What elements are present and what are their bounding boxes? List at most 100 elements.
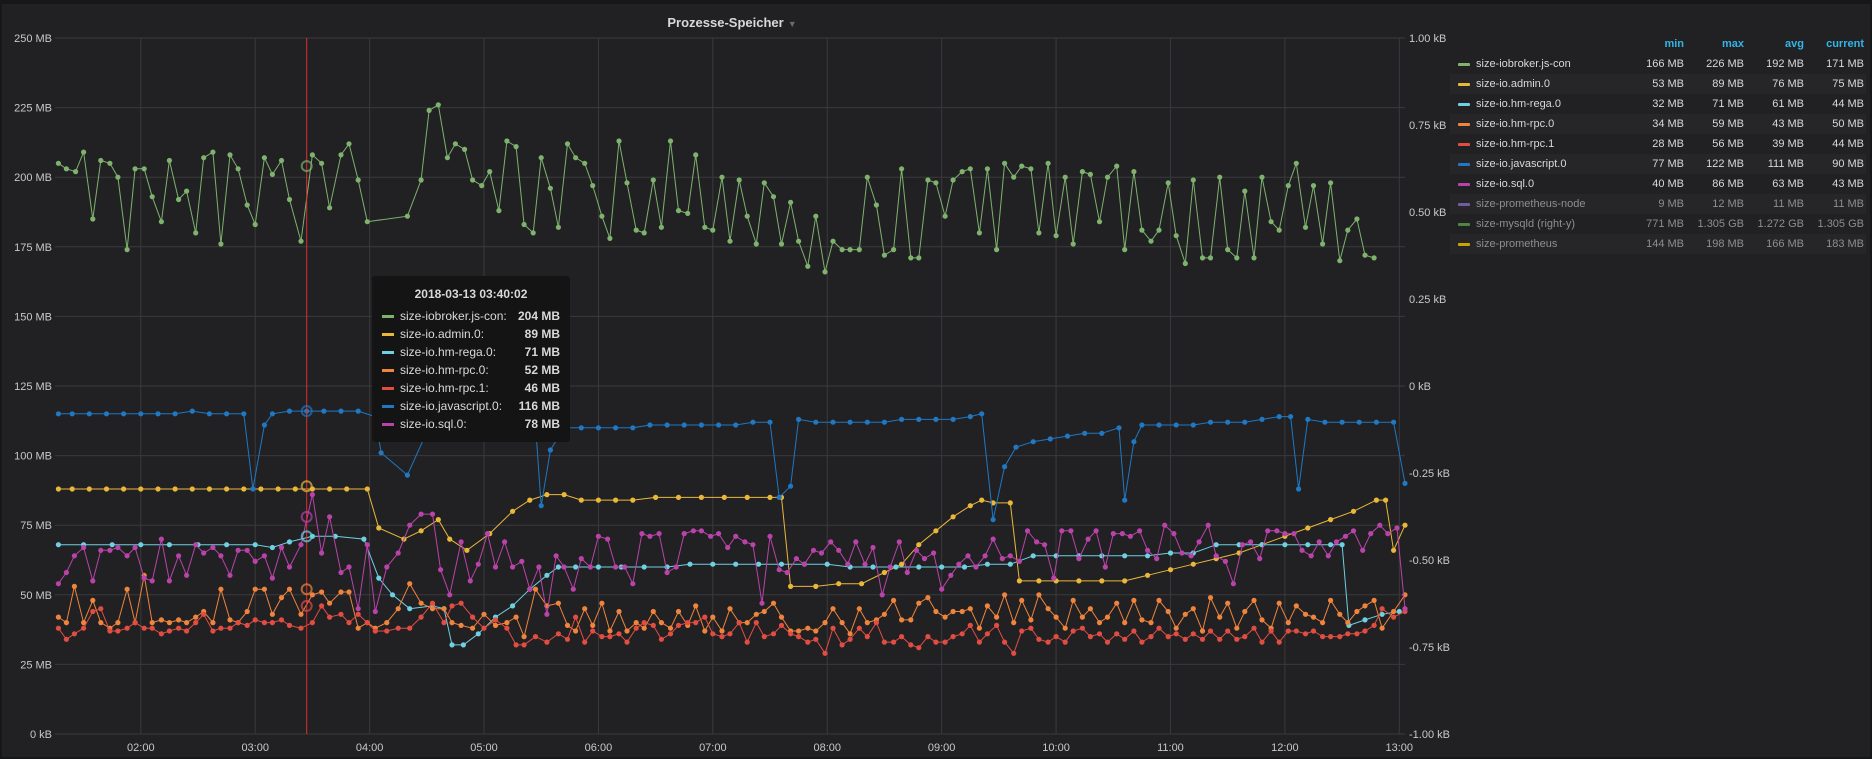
tooltip-series-name: size-io.sql.0: xyxy=(400,417,467,431)
panel-title-text[interactable]: Prozesse-Speicher xyxy=(667,15,784,30)
legend-row[interactable]: size-io.hm-rpc.0 34 MB 59 MB 43 MB 50 MB xyxy=(1450,114,1866,134)
legend-series-name[interactable]: size-iobroker.js-con xyxy=(1476,58,1571,70)
legend-series-name[interactable]: size-io.sql.0 xyxy=(1476,178,1535,190)
data-point xyxy=(1190,422,1196,428)
legend-row[interactable]: size-io.hm-rpc.1 28 MB 56 MB 39 MB 44 MB xyxy=(1450,134,1866,154)
data-point xyxy=(658,636,665,642)
data-point xyxy=(1045,160,1051,166)
legend-color-swatch[interactable] xyxy=(1458,122,1470,126)
data-point xyxy=(881,611,888,617)
legend-row[interactable]: size-mysqld (right-y) 771 MB 1.305 GB 1.272… xyxy=(1450,214,1866,234)
data-point xyxy=(1302,224,1309,230)
data-point xyxy=(509,564,516,570)
legend-series-name[interactable]: size-io.hm-rega.0 xyxy=(1476,98,1561,110)
legend-header-max[interactable]: max xyxy=(1721,38,1744,50)
data-point xyxy=(1127,533,1133,539)
data-point xyxy=(1276,639,1282,645)
y-left-tick-label: 200 MB xyxy=(14,172,52,184)
legend-color-swatch[interactable] xyxy=(1458,142,1470,146)
data-point xyxy=(1285,628,1291,634)
legend-color-swatch[interactable] xyxy=(1458,82,1470,86)
legend-row[interactable]: size-io.hm-rega.0 32 MB 71 MB 61 MB 44 MB xyxy=(1450,94,1866,114)
legend-current: 44 MB xyxy=(1832,98,1864,110)
legend-series-name[interactable]: size-io.hm-rpc.1 xyxy=(1476,138,1555,150)
data-point xyxy=(90,608,96,615)
data-point xyxy=(1207,628,1214,634)
legend-row[interactable]: size-prometheus 144 MB 198 MB 166 MB 183 MB xyxy=(1450,234,1866,254)
legend-series-name[interactable]: size-io.javascript.0 xyxy=(1476,158,1567,170)
data-point xyxy=(839,642,845,648)
data-point xyxy=(218,553,224,559)
data-point xyxy=(55,160,62,166)
data-point xyxy=(719,174,725,180)
chevron-down-icon[interactable]: ▼ xyxy=(787,19,797,29)
data-point xyxy=(925,634,931,640)
data-point xyxy=(967,166,973,172)
legend-row[interactable]: size-io.admin.0 53 MB 89 MB 76 MB 75 MB xyxy=(1450,74,1866,94)
legend-color-swatch[interactable] xyxy=(1458,62,1470,66)
legend-row[interactable]: size-prometheus-node 9 MB 12 MB 11 MB 11 MB xyxy=(1450,194,1866,214)
data-point xyxy=(321,408,327,414)
data-point xyxy=(950,634,956,640)
legend-color-swatch[interactable] xyxy=(1458,102,1470,106)
data-point xyxy=(1207,419,1214,425)
legend-row[interactable]: size-iobroker.js-con 166 MB 226 MB 192 MB 17… xyxy=(1450,54,1866,74)
tooltip-row: size-io.hm-rega.0: 71 MB xyxy=(372,343,570,361)
legend-series-name[interactable]: size-prometheus xyxy=(1476,238,1558,250)
data-point xyxy=(1070,241,1076,247)
tooltip-row: size-io.hm-rpc.1: 46 MB xyxy=(372,379,570,397)
tooltip-row: size-io.javascript.0: 116 MB xyxy=(372,397,570,415)
legend-color-swatch[interactable] xyxy=(1458,162,1470,166)
data-point xyxy=(1070,597,1076,604)
legend-color-swatch[interactable] xyxy=(1458,242,1470,246)
legend-header-current[interactable]: current xyxy=(1826,38,1864,50)
data-point xyxy=(141,625,147,631)
data-point xyxy=(742,539,748,545)
legend-header-avg[interactable]: avg xyxy=(1785,38,1804,50)
legend-series-name[interactable]: size-prometheus-node xyxy=(1476,198,1586,210)
data-point xyxy=(115,620,121,626)
data-point xyxy=(1274,528,1280,534)
legend-row[interactable]: size-io.javascript.0 77 MB 122 MB 111 MB 90 … xyxy=(1450,154,1866,174)
legend-color-swatch[interactable] xyxy=(1458,222,1470,226)
data-point xyxy=(1345,631,1351,637)
panel-title[interactable]: Prozesse-Speicher ▼ xyxy=(2,15,1462,30)
data-point xyxy=(235,620,241,626)
data-point xyxy=(887,564,893,570)
legend-row[interactable]: size-io.sql.0 40 MB 86 MB 63 MB 43 MB xyxy=(1450,174,1866,194)
tooltip-color-swatch xyxy=(382,350,394,354)
legend-series-name[interactable]: size-mysqld (right-y) xyxy=(1476,218,1576,230)
data-point xyxy=(753,611,759,617)
data-point xyxy=(690,528,697,534)
legend-color-swatch[interactable] xyxy=(1458,182,1470,186)
data-point xyxy=(429,600,436,606)
data-point xyxy=(407,606,413,612)
data-point xyxy=(633,625,639,631)
legend-header-min[interactable]: min xyxy=(1664,38,1684,50)
data-point xyxy=(555,224,562,230)
data-point xyxy=(607,634,613,640)
data-point xyxy=(210,620,216,626)
data-point xyxy=(908,642,914,648)
hover-marker xyxy=(300,160,313,173)
data-point xyxy=(55,625,62,631)
legend-series-name[interactable]: size-io.admin.0 xyxy=(1476,78,1550,90)
x-tick-label: 08:00 xyxy=(813,742,841,754)
legend-min: 77 MB xyxy=(1652,158,1684,170)
data-point xyxy=(702,614,708,620)
data-point xyxy=(967,606,973,612)
legend-color-swatch[interactable] xyxy=(1458,202,1470,206)
data-point xyxy=(1248,539,1254,545)
data-point xyxy=(298,238,304,244)
data-point xyxy=(1213,553,1219,559)
data-point xyxy=(184,620,190,626)
data-point xyxy=(71,553,77,559)
data-point xyxy=(830,625,836,631)
legend-series-name[interactable]: size-io.hm-rpc.0 xyxy=(1476,118,1555,130)
data-point xyxy=(1030,439,1036,445)
data-point xyxy=(1242,634,1248,640)
chart-area[interactable]: 0 kB 25 MB 50 MB 75 MB 100 MB 125 MB 150 MB 175… xyxy=(0,0,1460,759)
data-point xyxy=(1362,628,1368,634)
data-point xyxy=(1320,620,1326,626)
x-tick-label: 07:00 xyxy=(699,742,727,754)
